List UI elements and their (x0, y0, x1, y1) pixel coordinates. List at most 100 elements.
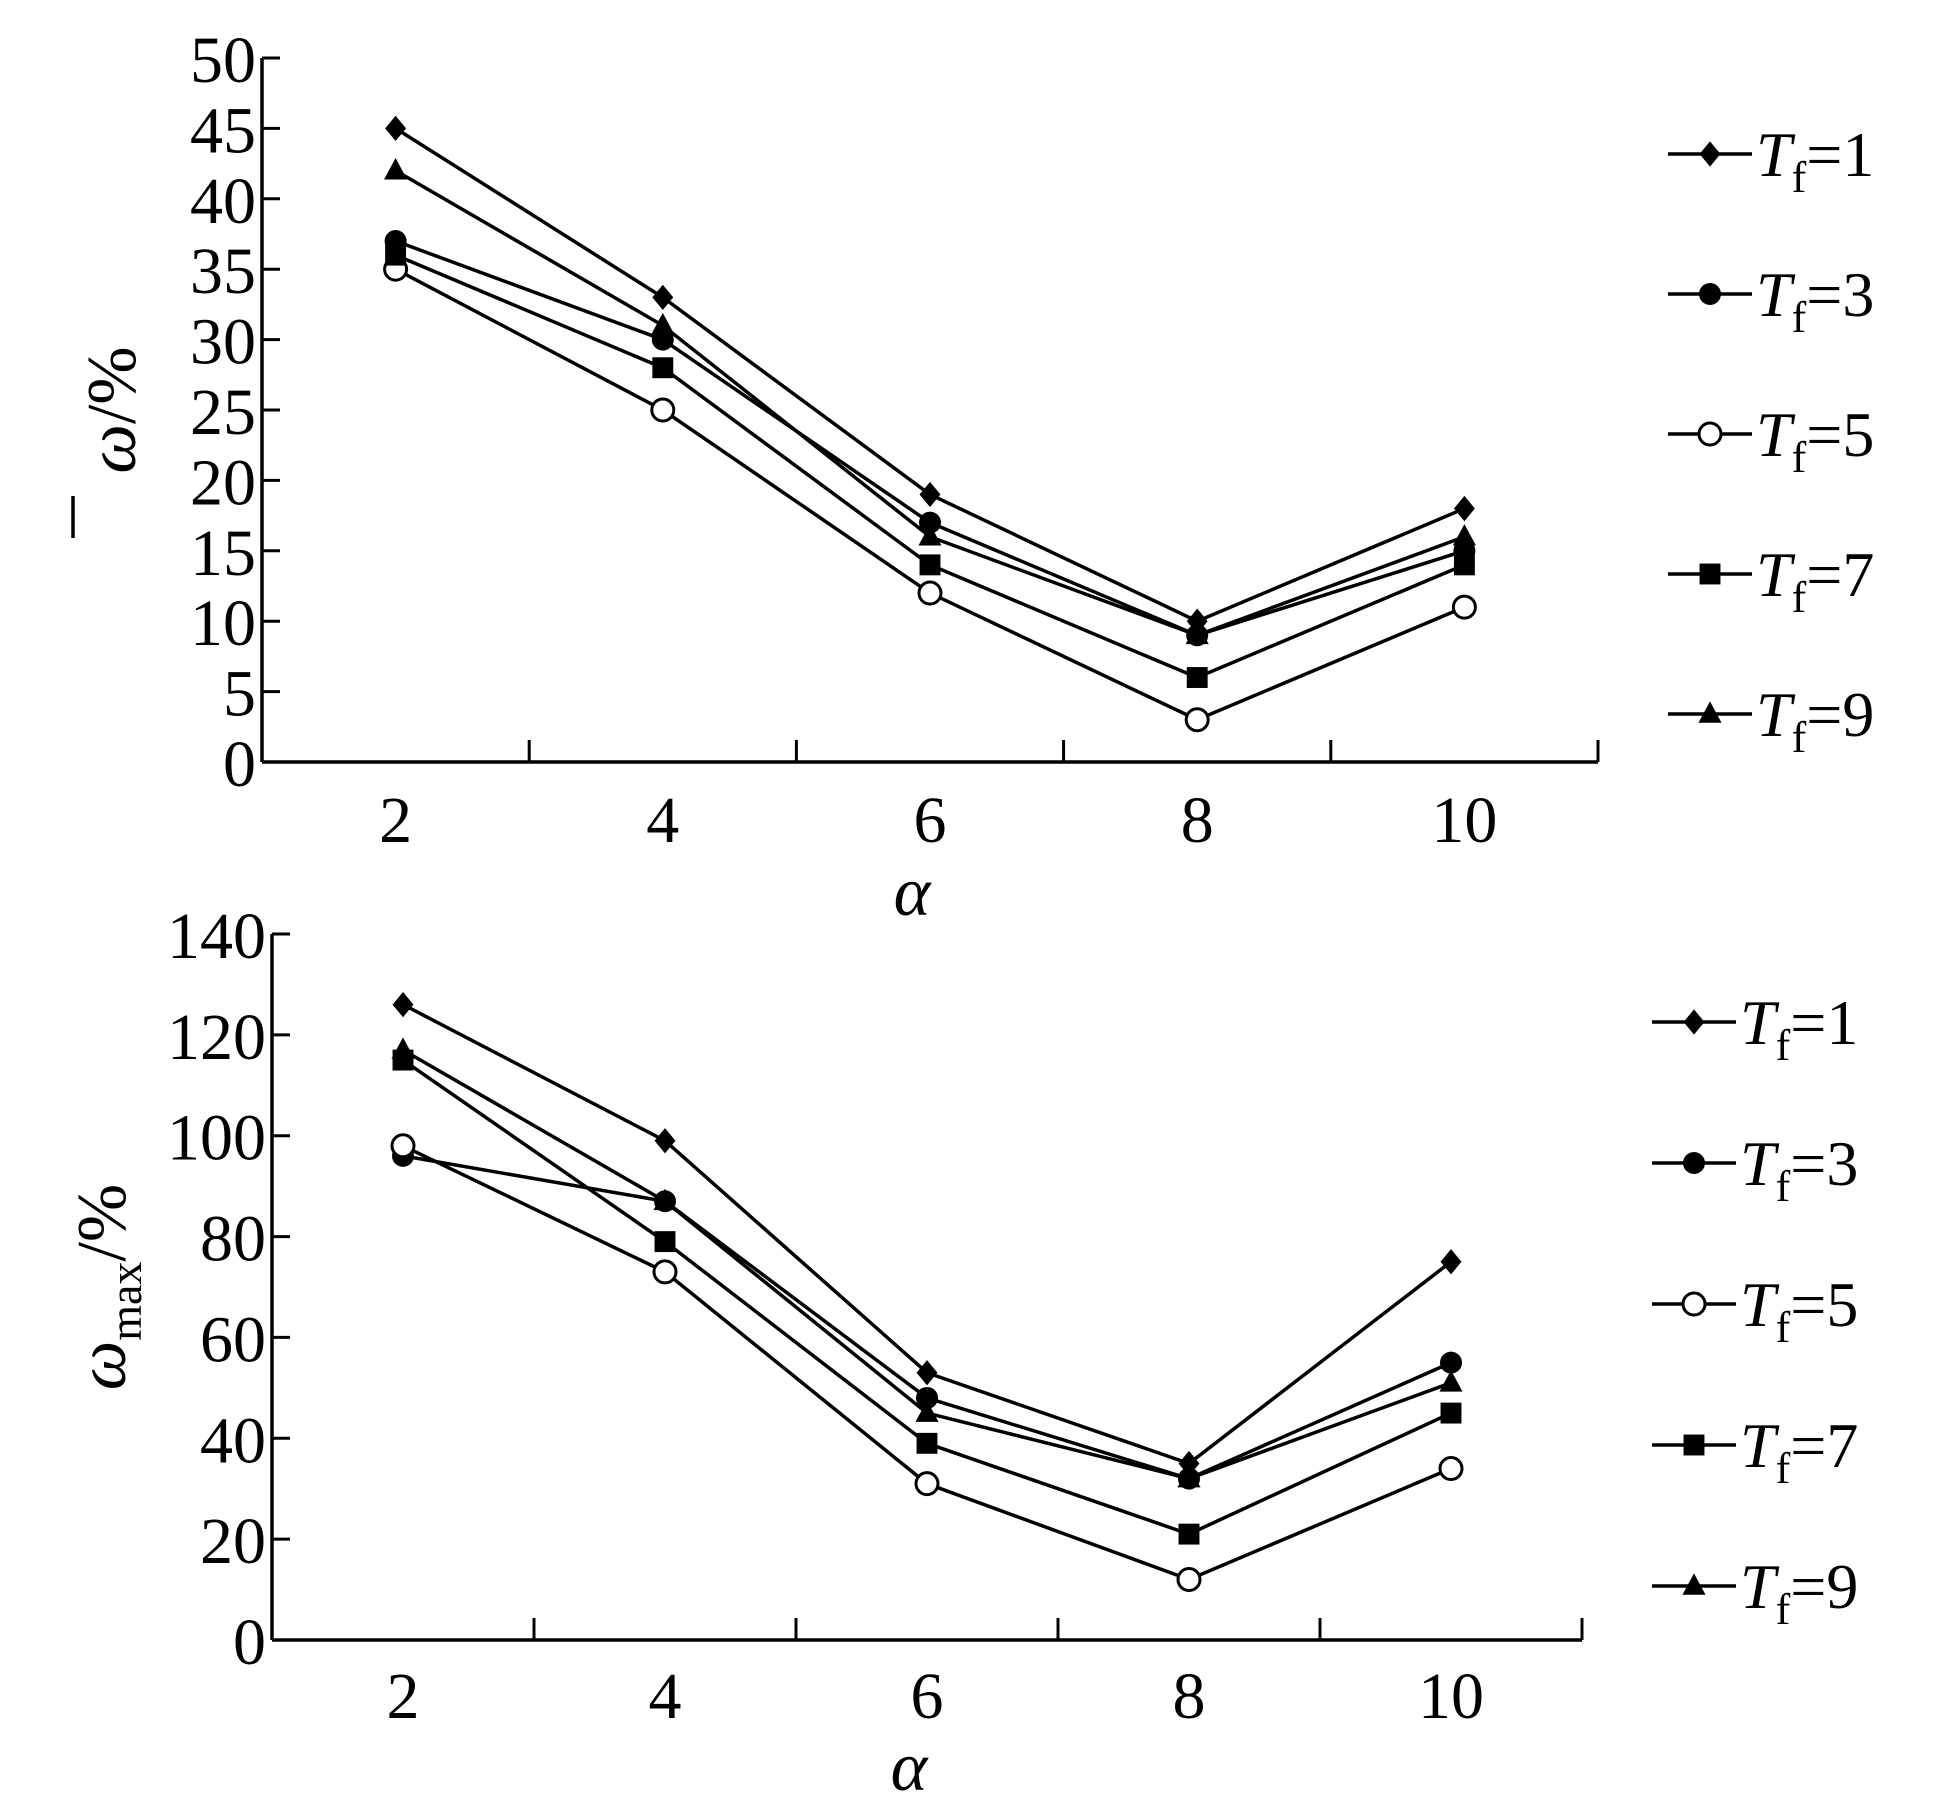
series-0 (385, 115, 1475, 634)
y-tick-label: 60 (200, 1303, 266, 1376)
legend-marker (1682, 1573, 1706, 1595)
series-line (402, 1154, 1452, 1481)
y-tick-label: 30 (190, 306, 256, 379)
data-point (385, 244, 407, 266)
series-line (394, 126, 1466, 624)
y-tick-label: 15 (190, 517, 256, 590)
y-tick-label: 10 (190, 587, 256, 660)
y-tick-label: 45 (190, 94, 256, 167)
x-tick-label: 2 (379, 784, 412, 857)
x-tick-label: 8 (1173, 1660, 1206, 1733)
data-point (385, 115, 407, 142)
legend-entry: Tf=3 (1652, 1128, 1858, 1211)
data-point (654, 1128, 676, 1154)
legend-marker (1699, 283, 1721, 305)
data-point (652, 284, 674, 311)
legend-entry: Tf=7 (1652, 1410, 1858, 1493)
y-tick-label: 35 (190, 235, 256, 308)
chart-max-deviation: 0 20 40 60 80 100 120 140 2 4 6 8 10 α ωmax/% Tf=1 Tf=3 T… (64, 900, 1858, 1806)
data-point (391, 1037, 415, 1059)
data-point (916, 1360, 938, 1386)
data-point (1178, 1523, 1200, 1545)
series-4 (391, 1037, 1463, 1488)
data-point (919, 481, 941, 508)
y-axis-title: ω/% (74, 346, 151, 473)
legend-label: Tf=1 (1740, 987, 1858, 1070)
x-axis-title: α (894, 854, 932, 931)
y-tick-label: 40 (190, 165, 256, 238)
data-point (919, 511, 941, 534)
y-tick-label: 40 (200, 1404, 266, 1477)
legend-marker (1699, 141, 1721, 167)
legend-label: Tf=3 (1740, 1128, 1858, 1211)
data-point (917, 580, 943, 606)
y-axis-title: ωmax/% (64, 1184, 151, 1390)
data-point (1185, 622, 1209, 645)
data-point (916, 1432, 938, 1454)
legend-label: Tf=5 (1756, 399, 1874, 482)
x-tick-label: 2 (387, 1660, 420, 1733)
series-line (394, 253, 1466, 680)
y-tick-label: 0 (233, 1606, 266, 1679)
legend-label: Tf=9 (1756, 679, 1874, 762)
data-point (392, 991, 414, 1018)
y-tick-label: 100 (167, 1102, 266, 1175)
x-tick-label: 10 (1431, 784, 1497, 857)
series-2 (390, 1133, 1464, 1592)
legend-marker (1697, 421, 1723, 447)
legend-marker (1698, 701, 1722, 723)
data-point (390, 1133, 416, 1159)
data-point (1440, 1249, 1462, 1275)
y-tick-label: 50 (190, 24, 256, 97)
data-point (1177, 1465, 1201, 1488)
data-point (1440, 1402, 1462, 1424)
legend-entry: Tf=9 (1668, 679, 1874, 762)
y-tick-label: 120 (167, 1001, 266, 1074)
data-point (1184, 707, 1210, 733)
legend-entry: Tf=5 (1668, 399, 1874, 482)
data-point (915, 1400, 939, 1422)
data-point (1176, 1566, 1202, 1592)
y-tick-label: 80 (200, 1203, 266, 1276)
legend-marker (1683, 1009, 1705, 1035)
legend-marker (1681, 1291, 1707, 1317)
data-point (1453, 495, 1475, 522)
data-point (652, 357, 674, 379)
data-point (918, 524, 942, 546)
series-3 (392, 1049, 1462, 1545)
x-tick-label: 6 (914, 784, 947, 857)
data-point (1440, 1351, 1462, 1374)
data-point (1452, 524, 1476, 546)
legend-entry: Tf=9 (1652, 1551, 1858, 1634)
data-point (1438, 1456, 1464, 1482)
legend-marker (1699, 563, 1721, 585)
x-tick-label: 8 (1181, 784, 1214, 857)
legend-label: Tf=5 (1740, 1269, 1858, 1352)
data-point (653, 1188, 677, 1211)
data-point (914, 1471, 940, 1497)
legend-entry: Tf=7 (1668, 539, 1874, 622)
data-point (650, 397, 676, 423)
legend-label: Tf=7 (1756, 539, 1874, 622)
legend-marker (1683, 1152, 1705, 1174)
series-2 (383, 256, 1477, 733)
y-tick-label: 25 (190, 376, 256, 449)
series-4 (384, 157, 1476, 645)
y-tick-label: 0 (223, 728, 256, 801)
x-axis-title: α (891, 1729, 929, 1806)
x-tick-label: 4 (646, 784, 679, 857)
legend-entry: Tf=1 (1668, 119, 1874, 202)
data-point (651, 312, 675, 335)
x-tick-label: 10 (1418, 1660, 1484, 1733)
x-tick-label: 4 (649, 1660, 682, 1733)
x-tick-label: 6 (911, 1660, 944, 1733)
legend-entry: Tf=1 (1652, 987, 1858, 1070)
legend-entry: Tf=3 (1668, 259, 1874, 342)
series-3 (385, 244, 1475, 688)
legend-entry: Tf=5 (1652, 1269, 1858, 1352)
data-point (384, 157, 408, 180)
data-point (652, 1259, 678, 1285)
data-point (1439, 1370, 1463, 1392)
